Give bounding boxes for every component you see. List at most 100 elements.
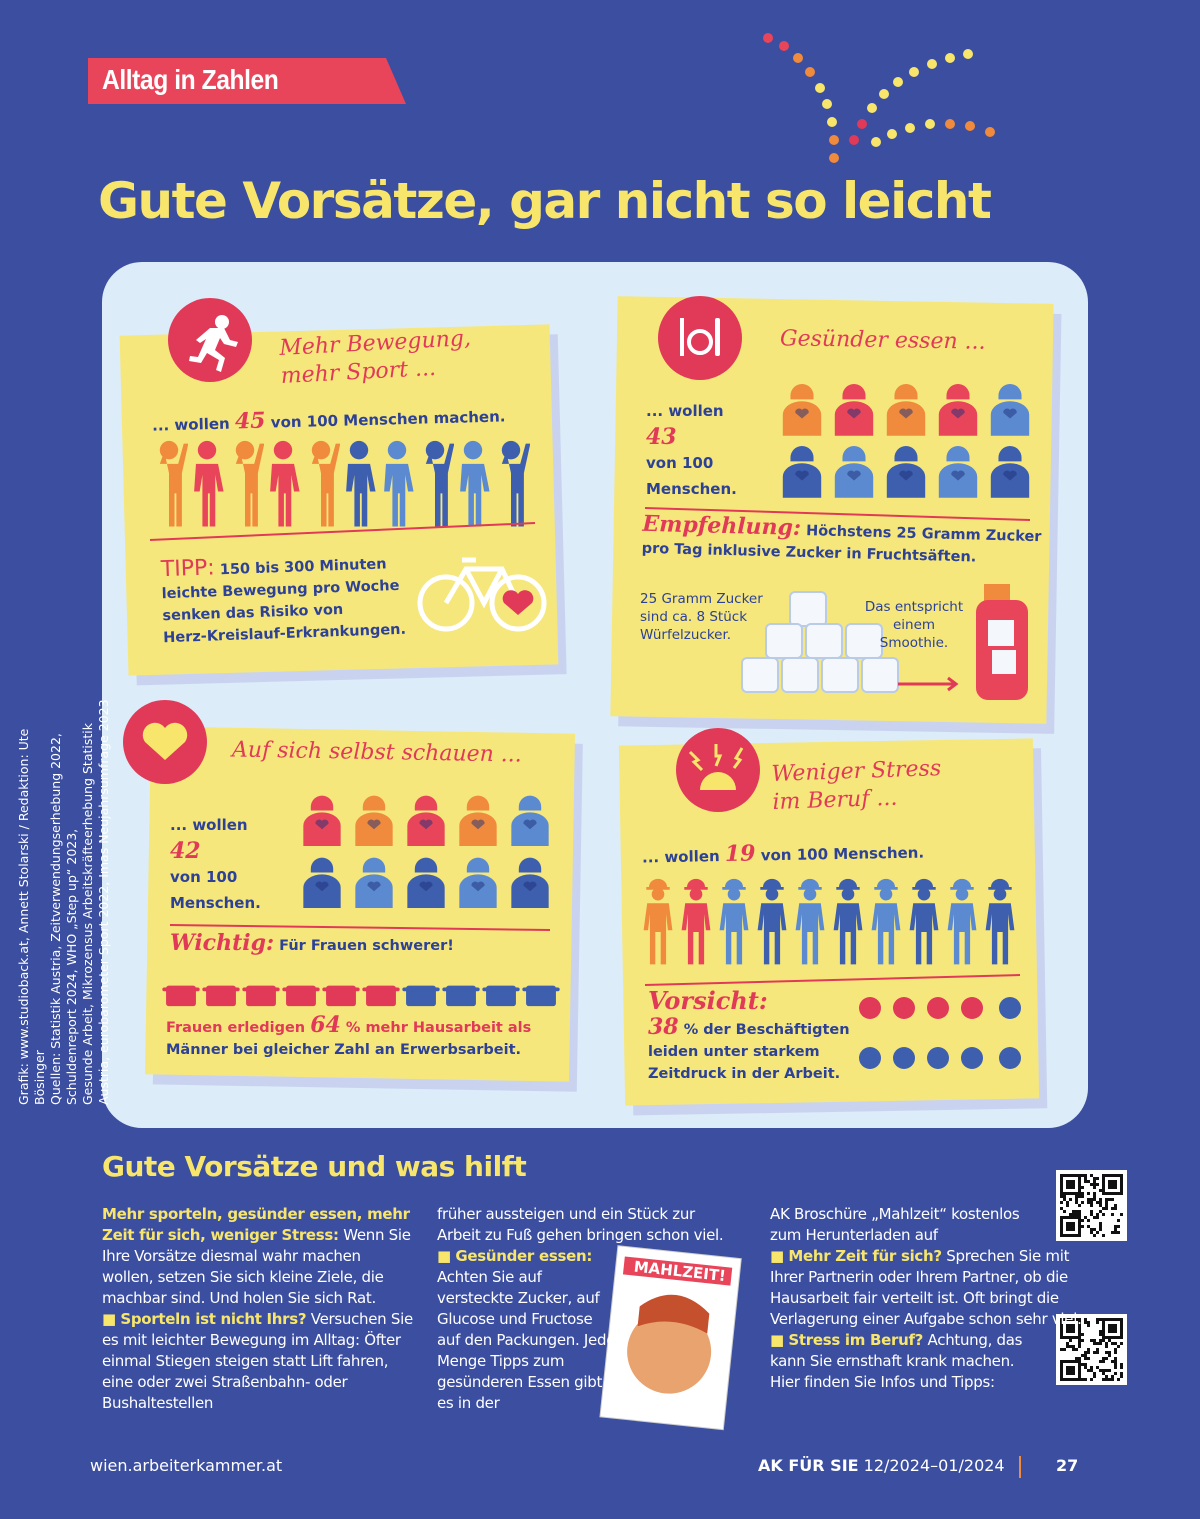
qr-module bbox=[1111, 1327, 1114, 1330]
qr-module bbox=[1069, 1198, 1072, 1201]
graphic-part bbox=[443, 557, 521, 609]
qr-module bbox=[1060, 1375, 1063, 1378]
qr-module bbox=[1078, 1213, 1081, 1216]
graphic-part bbox=[511, 857, 549, 908]
qr-module bbox=[1072, 1327, 1075, 1330]
qr-module bbox=[1060, 1180, 1063, 1183]
qr-module bbox=[1093, 1216, 1096, 1219]
article-column: früher aussteigen und ein Stück zur Arbe… bbox=[437, 1204, 737, 1414]
graphic-part: ■ Sporteln ist nicht Ihrs? Versuchen Sie… bbox=[102, 1309, 414, 1414]
paragraph-bold: Mehr Zeit für sich? bbox=[788, 1247, 942, 1265]
sugar-note: 25 Gramm Zucker sind ca. 8 Stück Würfelz… bbox=[640, 590, 763, 644]
qr-module bbox=[1072, 1318, 1075, 1321]
graphic-part bbox=[765, 623, 803, 659]
graphic-part bbox=[927, 1047, 949, 1069]
graphic-part bbox=[859, 1047, 881, 1069]
qr-module bbox=[1114, 1336, 1117, 1339]
qr-module bbox=[1090, 1183, 1093, 1186]
magazine-name: AK FÜR SIE bbox=[758, 1456, 859, 1475]
lead-bold: Mehr sporteln, gesünder essen, mehr Zeit… bbox=[102, 1205, 410, 1244]
qr-module bbox=[1099, 1342, 1102, 1345]
paragraph-text: Achten Sie auf versteckte Zucker, auf Gl… bbox=[437, 1268, 616, 1412]
qr-module bbox=[1093, 1342, 1096, 1345]
qr-module bbox=[1066, 1183, 1069, 1186]
qr-module bbox=[1069, 1378, 1072, 1381]
stat-text: Menschen. bbox=[170, 894, 261, 912]
qr-module bbox=[1081, 1192, 1084, 1195]
qr-module bbox=[1105, 1378, 1108, 1381]
qr-module bbox=[1069, 1216, 1072, 1219]
qr-module bbox=[1090, 1231, 1093, 1234]
paragraph-text: früher aussteigen und ein Stück zur Arbe… bbox=[437, 1205, 724, 1244]
icon-badge bbox=[658, 296, 742, 380]
qr-module bbox=[1063, 1198, 1066, 1201]
paragraph-bold: Stress im Beruf? bbox=[788, 1331, 924, 1349]
qr-module bbox=[1078, 1378, 1081, 1381]
qr-module bbox=[1114, 1192, 1117, 1195]
qr-pattern bbox=[1060, 1318, 1123, 1381]
qr-module bbox=[1060, 1195, 1063, 1198]
graphic-part bbox=[859, 997, 881, 1019]
qr-module bbox=[1087, 1357, 1090, 1360]
qr-module bbox=[1084, 1177, 1087, 1180]
firework bbox=[763, 33, 995, 163]
qr-module bbox=[1090, 1378, 1093, 1381]
qr-module bbox=[1102, 1324, 1105, 1327]
graphic-part bbox=[961, 1047, 983, 1069]
qr-module bbox=[1078, 1366, 1081, 1369]
graphic-part bbox=[715, 318, 720, 356]
qr-module bbox=[1099, 1333, 1102, 1336]
qr-module bbox=[1069, 1234, 1072, 1237]
qr-module bbox=[1072, 1378, 1075, 1381]
graphic-part bbox=[782, 383, 822, 436]
qr-module bbox=[1108, 1330, 1111, 1333]
graphic-part bbox=[821, 657, 859, 693]
qr-module bbox=[1087, 1192, 1090, 1195]
graphic-part bbox=[789, 591, 827, 627]
graphic-part bbox=[829, 153, 839, 163]
qr-module bbox=[1081, 1219, 1084, 1222]
qr-module bbox=[1111, 1360, 1114, 1363]
heart bbox=[502, 590, 534, 615]
qr-module bbox=[1081, 1333, 1084, 1336]
graphic-part bbox=[992, 650, 1016, 674]
fact-text: Frauen erledigen bbox=[166, 1020, 306, 1036]
qr-module bbox=[1102, 1207, 1105, 1210]
qr-module bbox=[1081, 1378, 1084, 1381]
graphic-part bbox=[886, 445, 926, 498]
stat-text: von 100 Menschen. bbox=[760, 843, 925, 865]
qr-module bbox=[1063, 1360, 1066, 1363]
graphic-part bbox=[779, 41, 789, 51]
qr-module bbox=[1114, 1357, 1117, 1360]
qr-module bbox=[1096, 1183, 1099, 1186]
qr-module bbox=[1102, 1318, 1105, 1321]
smoothie-note: Das entspricht einem Smoothie. bbox=[858, 598, 970, 652]
graphic-part bbox=[961, 997, 983, 1019]
qr-module bbox=[1093, 1228, 1096, 1231]
qr-module bbox=[1102, 1174, 1105, 1177]
qr-module bbox=[1102, 1378, 1105, 1381]
qr-module bbox=[1114, 1360, 1117, 1363]
divider bbox=[169, 924, 551, 931]
people-row bbox=[159, 440, 530, 527]
divider bbox=[644, 507, 1031, 521]
qr-module bbox=[1060, 1348, 1063, 1351]
graphic-part bbox=[999, 1047, 1021, 1069]
graphic-part bbox=[637, 1294, 710, 1334]
qr-module bbox=[1060, 1372, 1063, 1375]
graphic-part bbox=[235, 440, 264, 527]
qr-module bbox=[1066, 1180, 1069, 1183]
qr-module bbox=[1078, 1375, 1081, 1378]
qr-module bbox=[1102, 1177, 1105, 1180]
qr-module bbox=[1084, 1363, 1087, 1366]
qr-module bbox=[1072, 1330, 1075, 1333]
qr-module bbox=[1114, 1327, 1117, 1330]
graphic-part bbox=[849, 135, 859, 145]
qr-module bbox=[1069, 1372, 1072, 1375]
graphic-part bbox=[757, 878, 787, 965]
stat-text: ... wollen bbox=[170, 816, 248, 834]
qr-module bbox=[1075, 1357, 1078, 1360]
qr-module bbox=[1060, 1177, 1063, 1180]
qr-module bbox=[1087, 1369, 1090, 1372]
graphic-part bbox=[781, 657, 819, 693]
